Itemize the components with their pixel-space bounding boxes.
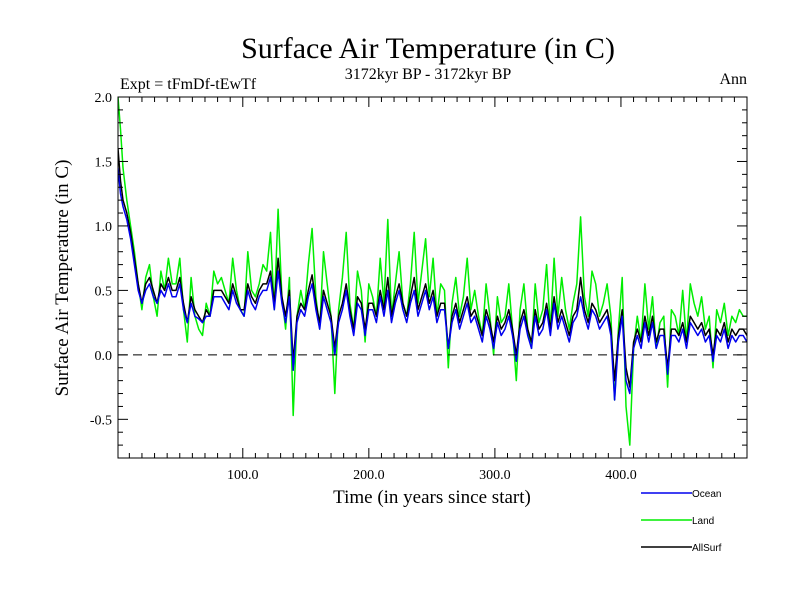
experiment-label: Expt = tFmDf-tEwTf [120,76,257,93]
y-tick-label: 0.0 [95,349,113,364]
legend-label-land: Land [692,516,714,527]
axes-layer: 100.0 200.0 300.0 400.0 -0.5 0.0 0.5 1.0 1.5 2.0 [90,91,747,483]
chart-subtitle: 3172kyr BP - 3172kyr BP [345,66,512,83]
series-line-land [118,97,747,446]
x-tick-label: 200.0 [353,468,385,483]
season-label: Ann [719,71,747,88]
x-tick-label: 400.0 [605,468,637,483]
y-axis-label: Surface Air Temperature (in C) [52,160,73,397]
series-line-allsurf [118,148,747,388]
x-tick-label: 100.0 [227,468,259,483]
x-axis-label: Time (in years since start) [333,487,531,508]
y-tick-label: -0.5 [90,413,112,428]
y-tick-label: 2.0 [95,91,113,106]
legend-label-allsurf: AllSurf [692,543,722,554]
legend: Ocean Land AllSurf [641,489,722,554]
y-tick-label: 1.5 [95,155,113,170]
series-line-ocean [118,167,747,401]
series-layer [118,97,747,446]
legend-label-ocean: Ocean [692,489,721,500]
chart-title: Surface Air Temperature (in C) [241,32,615,65]
plot-frame [117,96,748,459]
y-tick-label: 0.5 [95,284,113,299]
x-tick-label: 300.0 [479,468,511,483]
y-tick-label: 1.0 [95,220,113,235]
